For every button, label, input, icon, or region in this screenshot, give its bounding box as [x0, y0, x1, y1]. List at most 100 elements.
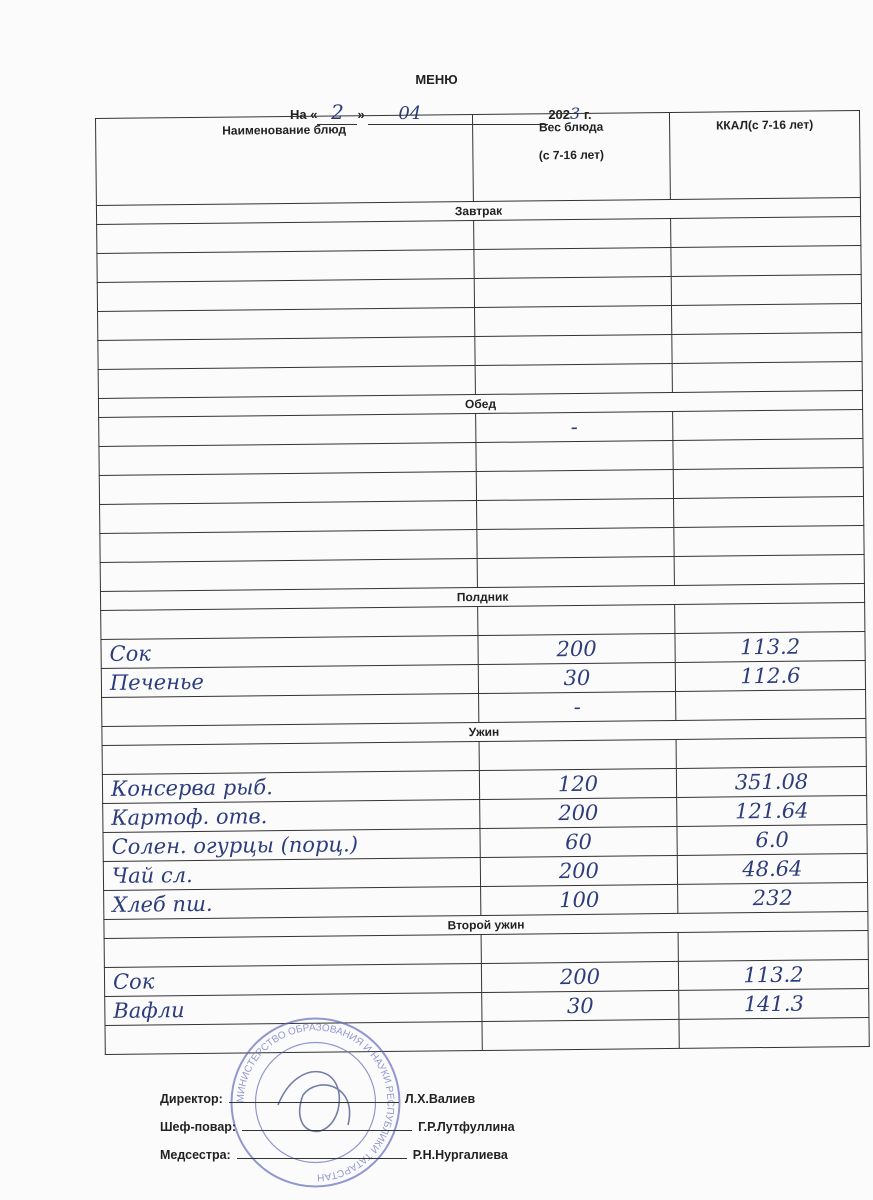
kcal-cell: 112.6	[675, 660, 866, 692]
kcal-cell	[671, 303, 862, 335]
signature-field	[236, 1158, 407, 1159]
weight-cell: 30	[481, 990, 679, 1022]
signature-line: Медсестра: Р.Н.Нургалиева	[160, 1148, 508, 1162]
dish-name-cell	[96, 249, 475, 283]
kcal-cell	[676, 737, 867, 769]
weight-value: 200	[558, 800, 599, 826]
kcal-cell	[673, 525, 865, 557]
kcal-cell	[675, 689, 866, 721]
kcal-value: 113.2	[739, 634, 801, 660]
kcal-cell	[671, 274, 862, 306]
kcal-value: 141.3	[743, 991, 805, 1017]
kcal-cell	[670, 216, 861, 248]
dish-name-cell	[100, 558, 478, 592]
dish-name-cell	[97, 278, 475, 312]
dish-name-value: Солен. огурцы (порц.)	[111, 832, 359, 859]
date-year: 202	[548, 107, 571, 122]
date-suffix: г.	[580, 107, 592, 122]
signature-line: Шеф-повар: Г.Р.Лутфуллина	[160, 1120, 515, 1134]
weight-cell	[473, 247, 672, 279]
dish-name-cell: Консерва рыб.	[102, 770, 480, 804]
date-month: 04	[368, 103, 549, 125]
weight-value: 100	[559, 887, 600, 913]
weight-cell	[474, 305, 672, 337]
weight-cell	[481, 1019, 680, 1051]
kcal-cell: 351.08	[676, 766, 867, 798]
dish-name-cell	[99, 471, 477, 505]
weight-value: 60	[565, 829, 593, 855]
signature-role: Медсестра:	[160, 1148, 231, 1162]
signature-field	[228, 1102, 399, 1103]
dish-name-cell: Чай сл.	[103, 857, 481, 891]
signature-line: Директор: Л.Х.Валиев	[160, 1092, 475, 1106]
kcal-value: 232	[752, 885, 793, 911]
column-header: ККАЛ(с 7-16 лет)	[669, 110, 861, 200]
dish-name-cell	[97, 336, 476, 370]
dish-name-cell	[96, 220, 474, 254]
menu-table: Наименование блюд Вес блюда (с 7-16 лет) К…	[95, 110, 870, 1055]
kcal-cell: 48.64	[677, 853, 868, 885]
weight-cell: 60	[479, 826, 678, 858]
kcal-cell	[678, 930, 869, 962]
weight-cell	[479, 739, 677, 771]
date-line: На «2» 04 2023 г.	[290, 100, 592, 125]
weight-cell	[481, 932, 679, 964]
dish-name-value: Консерва рыб.	[110, 775, 273, 801]
dish-name-cell	[98, 442, 477, 476]
date-prefix: На «	[290, 107, 318, 122]
date-year-digit: 3	[570, 104, 581, 123]
dish-name-cell	[97, 307, 475, 341]
weight-cell	[474, 276, 672, 308]
dish-name-cell	[100, 606, 478, 640]
column-header: Наименование блюд	[95, 114, 474, 206]
weight-cell	[474, 334, 673, 366]
header-row: Наименование блюд Вес блюда (с 7-16 лет) К…	[95, 110, 861, 206]
dish-name-value: Картоф. отв.	[111, 804, 268, 830]
dish-name-value: Печенье	[109, 669, 204, 695]
dish-name-cell	[99, 500, 477, 534]
kcal-cell: 232	[677, 882, 868, 914]
signature-field	[242, 1130, 413, 1131]
weight-cell	[477, 604, 675, 636]
weight-cell	[473, 218, 671, 250]
signature-role: Шеф-повар:	[160, 1120, 237, 1134]
dish-name-cell: Картоф. отв.	[102, 799, 480, 833]
kcal-cell	[672, 438, 864, 470]
weight-value: 30	[566, 993, 594, 1019]
weight-value: -	[573, 694, 581, 720]
weight-value: 200	[556, 636, 597, 662]
dish-name-cell	[102, 741, 480, 775]
kcal-cell	[678, 1017, 870, 1049]
weight-cell: 200	[481, 961, 679, 993]
weight-cell: -	[475, 411, 673, 443]
dish-name-cell: Солен. огурцы (порц.)	[102, 828, 481, 862]
dish-name-value: Хлеб пш.	[112, 891, 213, 917]
weight-value: 30	[563, 665, 591, 691]
weight-cell: -	[478, 691, 676, 723]
dish-name-value: Сок	[112, 969, 155, 994]
weight-value: 200	[558, 858, 600, 884]
dish-name-cell: Сок	[100, 635, 479, 669]
kcal-value: 113.2	[743, 962, 804, 988]
kcal-value: 6.0	[755, 827, 789, 853]
signature-name: Р.Н.Нургалиева	[412, 1148, 508, 1162]
weight-value: 200	[559, 964, 601, 990]
weight-cell	[476, 469, 674, 501]
kcal-cell: 113.2	[674, 631, 866, 663]
dish-name-cell: Сок	[104, 963, 482, 997]
kcal-cell	[674, 554, 865, 586]
weight-cell: 200	[479, 797, 677, 829]
kcal-cell	[671, 332, 863, 364]
kcal-value: 48.64	[742, 856, 803, 882]
dish-name-cell: Печенье	[101, 664, 479, 698]
dish-name-value: Сок	[109, 641, 152, 666]
weight-value: 120	[557, 771, 599, 797]
kcal-cell: 113.2	[678, 959, 869, 991]
signature-name: Л.Х.Валиев	[404, 1092, 476, 1106]
kcal-cell	[673, 496, 864, 528]
dish-name-cell: Хлеб пш.	[103, 886, 481, 920]
weight-cell: 30	[478, 662, 676, 694]
weight-cell: 200	[480, 855, 678, 887]
weight-cell	[475, 363, 673, 395]
